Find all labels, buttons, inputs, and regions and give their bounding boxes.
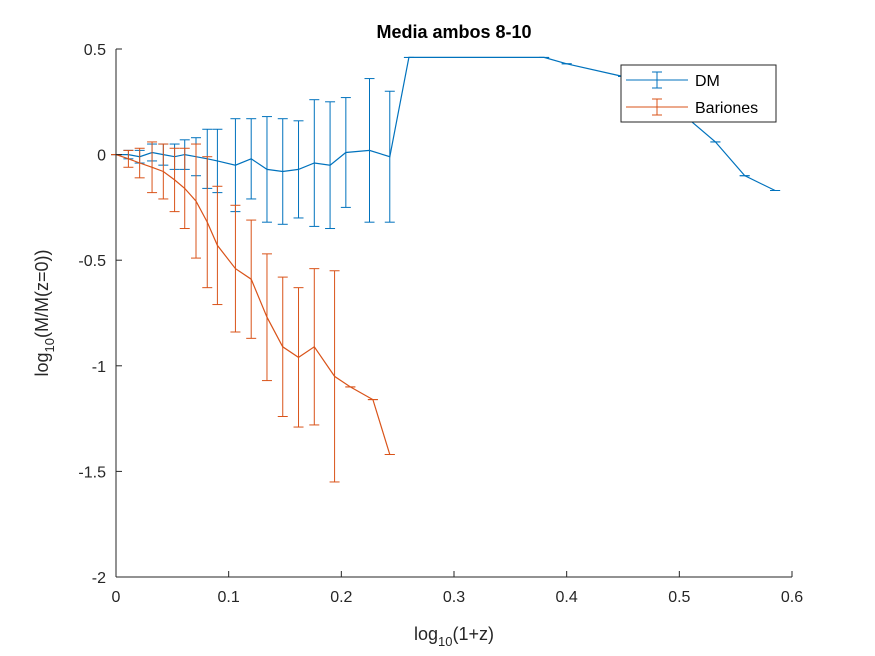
- y-tick-label: 0: [97, 148, 106, 165]
- error-bar-bariones: [169, 147, 180, 213]
- x-tick-label: 0.1: [218, 589, 240, 606]
- legend-box: [620, 64, 777, 123]
- x-tick-label: 0.5: [668, 589, 690, 606]
- chart-title: Media ambos 8-10: [376, 22, 531, 42]
- x-axis-label: log10(1+z): [414, 624, 494, 649]
- legend-item-dm: DM: [626, 71, 720, 90]
- error-bar-bariones: [190, 143, 201, 259]
- error-bar-dm: [384, 90, 395, 223]
- x-tick-label: 0.4: [556, 589, 578, 606]
- error-bar-bariones: [261, 253, 272, 382]
- error-bar-dm: [293, 120, 304, 219]
- error-bar-dm: [340, 97, 351, 208]
- error-bar-bariones: [158, 143, 169, 200]
- series-bariones: [111, 141, 395, 483]
- y-tick-label: -1: [92, 359, 106, 376]
- error-bar-bariones: [329, 270, 340, 483]
- error-bar-bariones: [123, 149, 134, 168]
- error-bar-dm: [309, 99, 320, 227]
- legend: DM Bariones: [620, 64, 777, 123]
- error-bar-dm: [325, 101, 336, 230]
- y-tick-label: -0.5: [78, 253, 106, 270]
- error-bar-bariones: [230, 204, 241, 333]
- y-tick-label: 0.5: [84, 42, 106, 59]
- error-bar-dm: [246, 118, 257, 200]
- y-ticks: -2 -1.5 -1 -0.5 0 0.5: [78, 42, 122, 587]
- error-bar-bariones: [202, 156, 213, 289]
- error-bar-bariones: [293, 287, 304, 428]
- legend-label-bariones: Bariones: [695, 100, 758, 117]
- x-tick-label: 0.2: [330, 589, 352, 606]
- y-axis-label: log10(M/M(z=0)): [32, 250, 57, 377]
- legend-label-dm: DM: [695, 73, 720, 90]
- y-tick-label: -2: [92, 570, 106, 587]
- error-bar-bariones: [134, 147, 145, 179]
- error-bar-dm: [364, 78, 375, 223]
- error-bar-bariones: [179, 147, 190, 230]
- legend-item-bariones: Bariones: [626, 98, 758, 117]
- y-tick-label: -1.5: [78, 464, 106, 481]
- x-tick-label: 0.3: [443, 589, 465, 606]
- x-tick-label: 0: [112, 589, 121, 606]
- error-bar-bariones: [147, 141, 158, 194]
- error-bar-dm: [277, 118, 288, 225]
- series-layer: [111, 56, 781, 483]
- plot-area: [116, 49, 792, 577]
- error-bar-bariones: [277, 276, 288, 417]
- error-bar-dm: [261, 116, 272, 223]
- error-bar-bariones: [246, 219, 257, 339]
- error-bar-bariones: [212, 185, 223, 306]
- series-line-bariones: [115, 154, 391, 455]
- x-ticks: 0 0.1 0.2 0.3 0.4 0.5 0.6: [112, 571, 803, 606]
- error-bar-bariones: [309, 268, 320, 426]
- x-tick-label: 0.6: [781, 589, 803, 606]
